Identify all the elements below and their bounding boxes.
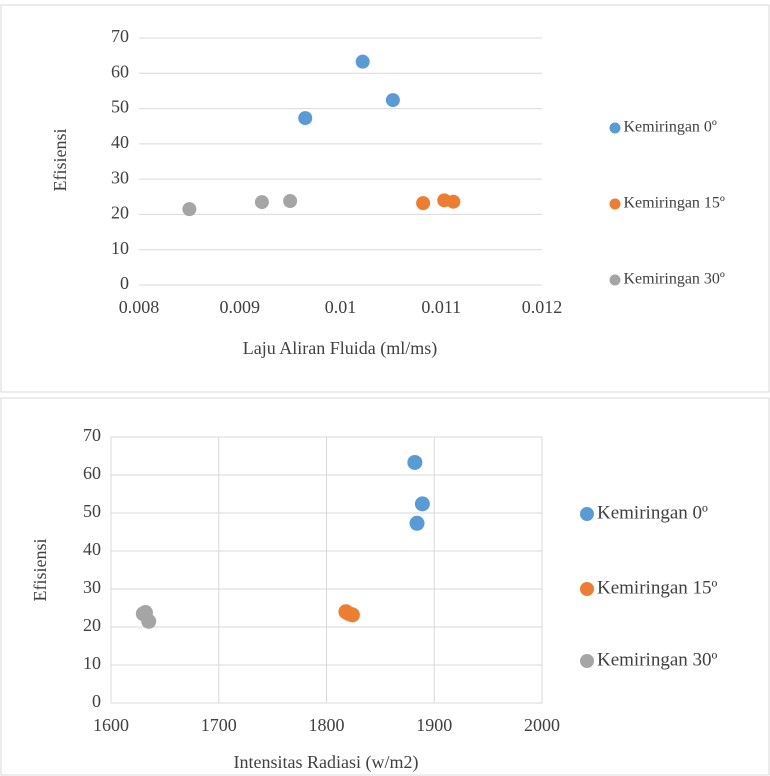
legend-marker — [580, 654, 594, 668]
y-tick-label: 20 — [83, 615, 101, 635]
point — [407, 454, 423, 470]
legend-label: Kemiringan 0º — [624, 119, 717, 136]
legend-marker — [580, 582, 594, 596]
y-tick-label: 30 — [83, 577, 101, 597]
x-tick-label: 0.008 — [119, 297, 160, 317]
x-tick-label: 0.009 — [220, 297, 261, 317]
legend-label: Kemiringan 30º — [624, 271, 725, 288]
y-axis-title: Efisiensi — [50, 129, 70, 192]
y-tick-label: 40 — [111, 132, 129, 152]
legend-label: Kemiringan 0º — [597, 502, 708, 523]
point — [283, 194, 298, 209]
y-tick-label: 0 — [120, 273, 129, 293]
y-tick-label: 0 — [92, 691, 101, 711]
point — [355, 54, 370, 69]
point — [409, 515, 425, 531]
point — [182, 202, 197, 217]
point — [141, 613, 157, 629]
x-tick-label: 0.01 — [325, 297, 357, 317]
y-tick-label: 10 — [111, 238, 129, 258]
chart-frame — [0, 4, 770, 393]
x-tick-label: 0.011 — [421, 297, 461, 317]
y-tick-label: 60 — [111, 61, 129, 81]
point — [254, 195, 269, 210]
y-tick-label: 70 — [83, 425, 101, 445]
y-tick-label: 40 — [83, 539, 101, 559]
point — [414, 496, 430, 512]
chart-frame — [0, 397, 770, 776]
x-axis-title: Intensitas Radiasi (w/m2) — [234, 752, 419, 773]
point — [298, 111, 313, 126]
x-tick-label: 1700 — [201, 715, 237, 735]
legend-marker — [580, 507, 594, 521]
y-tick-label: 30 — [111, 167, 129, 187]
legend-marker — [609, 122, 621, 134]
x-tick-label: 1900 — [416, 715, 452, 735]
x-tick-label: 1600 — [93, 715, 129, 735]
y-axis-title: Efisiensi — [30, 539, 50, 602]
legend-marker — [609, 274, 621, 286]
legend-label: Kemiringan 15º — [624, 195, 725, 212]
point — [446, 194, 461, 209]
point — [344, 607, 360, 623]
y-tick-label: 50 — [83, 501, 101, 521]
y-tick-label: 60 — [83, 463, 101, 483]
point — [416, 196, 431, 211]
y-tick-label: 50 — [111, 97, 129, 117]
legend-marker — [609, 198, 621, 210]
x-tick-label: 2000 — [524, 715, 560, 735]
x-axis-title: Laju Aliran Fluida (ml/ms) — [243, 338, 437, 359]
y-tick-label: 20 — [111, 203, 129, 223]
legend-label: Kemiringan 30º — [597, 649, 718, 670]
point — [385, 93, 400, 108]
x-tick-label: 1800 — [309, 715, 345, 735]
y-tick-label: 10 — [83, 653, 101, 673]
x-tick-label: 0.012 — [522, 297, 563, 317]
legend-label: Kemiringan 15º — [597, 577, 718, 598]
y-tick-label: 70 — [111, 26, 129, 46]
